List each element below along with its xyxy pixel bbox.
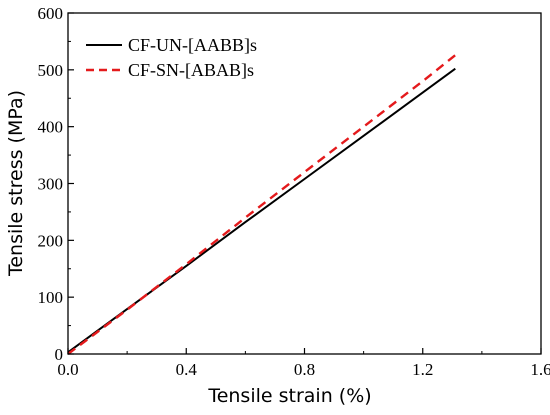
x-tick-label: 1.6: [530, 360, 550, 379]
series-line-2: [67, 54, 457, 355]
ticks-layer: [67, 12, 542, 355]
x-tick-label: 1.2: [412, 360, 433, 379]
legend-label-series-1: CF-UN-[AABB]s: [128, 35, 257, 55]
y-tick-label: 600: [38, 4, 64, 23]
series-line-1: [67, 67, 456, 354]
y-tick-label: 200: [38, 231, 64, 250]
y-tick-label: 100: [38, 288, 64, 307]
y-axis-title: Tensile stress (MPa): [5, 90, 27, 277]
x-tick-label: 0.4: [176, 360, 198, 379]
y-tick-label: 0: [55, 345, 64, 364]
series-layer: [67, 54, 457, 355]
y-tick-label: 400: [38, 118, 64, 137]
x-axis-title: Tensile strain (%): [207, 385, 371, 407]
legend: CF-UN-[AABB]s CF-SN-[ABAB]s: [86, 35, 257, 80]
x-tick-label: 0.0: [57, 360, 78, 379]
legend-label-series-2: CF-SN-[ABAB]s: [128, 60, 254, 80]
labels-layer: 0.0 0.4 0.8 1.2 1.6 0 100 200 300 400 500 600: [38, 4, 550, 379]
y-tick-label: 300: [38, 175, 64, 194]
y-tick-label: 500: [38, 61, 64, 80]
x-tick-label: 0.8: [294, 360, 315, 379]
